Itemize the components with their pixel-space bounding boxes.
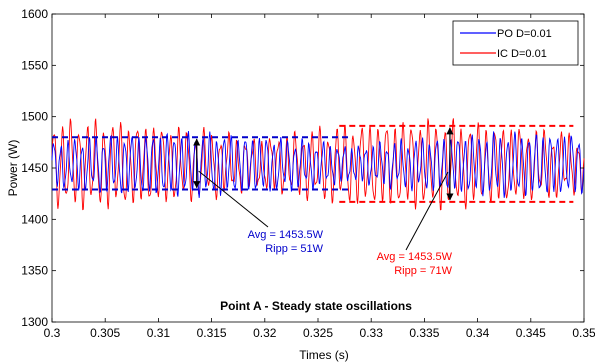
x-tick-label: 0.33 (360, 326, 384, 340)
legend: PO D=0.01 IC D=0.01 (452, 20, 579, 66)
chart-annotation-title: Point A - Steady state oscillations (220, 299, 412, 313)
x-tick-label: 0.3 (44, 326, 61, 340)
leader-ic (405, 171, 449, 251)
y-axis-label: Power (W) (6, 140, 20, 197)
x-tick-label: 0.32 (253, 326, 277, 340)
annotation-po: Avg = 1453.5W Ripp = 51W (248, 229, 324, 255)
x-tick-label: 0.35 (572, 326, 595, 340)
annotation-ic: Avg = 1453.5W Ripp = 71W (377, 251, 453, 277)
y-tick-label: 1350 (21, 264, 48, 278)
y-tick-label: 1550 (21, 58, 48, 72)
x-tick-label: 0.345 (516, 326, 546, 340)
annotation-po-ripp: Ripp = 51W (265, 243, 323, 255)
x-tick-label: 0.34 (466, 326, 490, 340)
legend-box (452, 20, 579, 66)
y-tick-label: 1400 (21, 212, 48, 226)
series-layer (51, 118, 585, 211)
x-tick-label: 0.305 (90, 326, 120, 340)
y-tick-label: 1500 (21, 110, 48, 124)
x-tick-label: 0.335 (409, 326, 439, 340)
series-po-line (51, 131, 585, 198)
leader-po (198, 170, 269, 228)
x-tick-label: 0.315 (197, 326, 227, 340)
axis-ticks: 0.3 0.305 0.31 0.315 0.32 0.325 0.33 0.335 0.34 0… (21, 7, 595, 340)
y-tick-label: 1450 (21, 161, 48, 175)
annotation-ic-ripp: Ripp = 71W (394, 265, 452, 277)
x-tick-label: 0.31 (147, 326, 171, 340)
x-tick-label: 0.325 (303, 326, 333, 340)
annotation-ic-avg: Avg = 1453.5W (377, 251, 453, 263)
x-axis-label: Times (s) (299, 348, 349, 362)
annotation-po-avg: Avg = 1453.5W (248, 229, 324, 241)
ripple-bands (52, 124, 574, 203)
legend-label-po: PO D=0.01 (497, 28, 552, 40)
ripple-arrows (193, 127, 454, 251)
y-tick-label: 1600 (21, 7, 48, 21)
y-tick-label: 1300 (21, 315, 48, 329)
legend-label-ic: IC D=0.01 (497, 48, 547, 60)
